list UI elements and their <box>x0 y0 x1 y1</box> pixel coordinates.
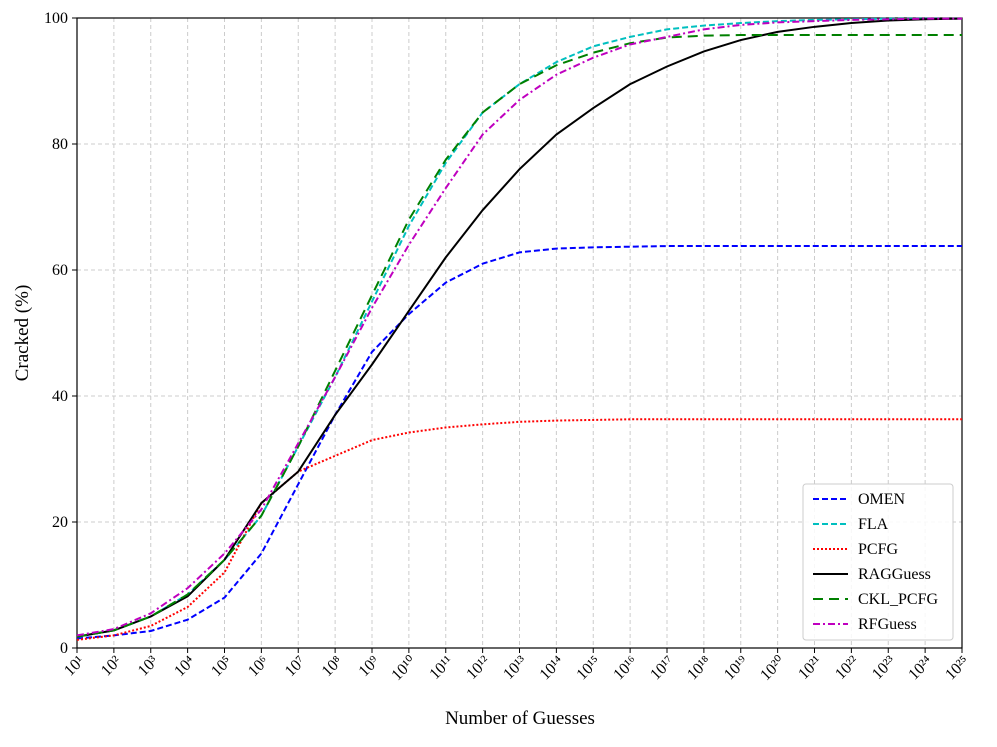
legend-label: RFGuess <box>858 616 917 633</box>
x-tick-label: 10¹³ <box>500 653 530 683</box>
x-tick-label: 10⁶ <box>245 653 272 680</box>
x-tick-label: 10¹⁸ <box>684 653 715 684</box>
y-tick-label: 60 <box>52 262 68 279</box>
x-tick-label: 10¹⁵ <box>573 653 604 684</box>
legend-label: OMEN <box>858 491 906 508</box>
y-axis-label: Cracked (%) <box>12 285 33 382</box>
x-tick-label: 10² <box>98 653 125 680</box>
series-line <box>76 245 962 640</box>
x-tick-label: 10²⁵ <box>942 653 973 684</box>
x-tick-label: 10¹² <box>463 653 493 683</box>
x-tick-label: 10¹⁶ <box>610 653 641 684</box>
x-tick-label: 10¹⁰ <box>388 653 419 684</box>
series-line <box>76 17 962 637</box>
x-tick-label: 10²³ <box>869 653 899 683</box>
series-line <box>76 17 963 638</box>
x-tick-label: 10⁴ <box>171 653 199 681</box>
x-tick-label: 10⁸ <box>319 653 346 680</box>
x-tick-label: 10²¹ <box>795 653 825 683</box>
y-tick-label: 0 <box>60 640 68 657</box>
x-tick-label: 10²² <box>832 653 862 683</box>
y-tick-label: 20 <box>52 514 68 531</box>
x-tick-label: 10⁹ <box>356 653 384 681</box>
x-tick-label: 10⁷ <box>282 653 309 680</box>
x-tick-label: 10³ <box>135 653 162 680</box>
legend-label: PCFG <box>858 541 898 558</box>
plot-frame <box>76 17 963 649</box>
y-tick-label: 80 <box>52 136 68 153</box>
x-tick-label: 10¹⁴ <box>537 653 568 684</box>
x-tick-label: 10²⁴ <box>905 653 936 684</box>
x-axis-label: Number of Guesses <box>445 708 595 729</box>
y-tick-label: 40 <box>52 388 68 405</box>
x-tick-label: 10¹⁷ <box>647 653 678 684</box>
legend-label: FLA <box>858 516 889 533</box>
legend-label: CKL_PCFG <box>858 591 938 608</box>
x-tick-label: 10¹⁹ <box>721 653 752 684</box>
legend-label: RAGGuess <box>858 566 931 583</box>
y-tick-label: 100 <box>44 10 68 27</box>
x-tick-label: 10⁵ <box>208 653 235 680</box>
x-tick-label: 10²⁰ <box>757 653 788 684</box>
x-tick-label: 10¹¹ <box>426 653 456 683</box>
